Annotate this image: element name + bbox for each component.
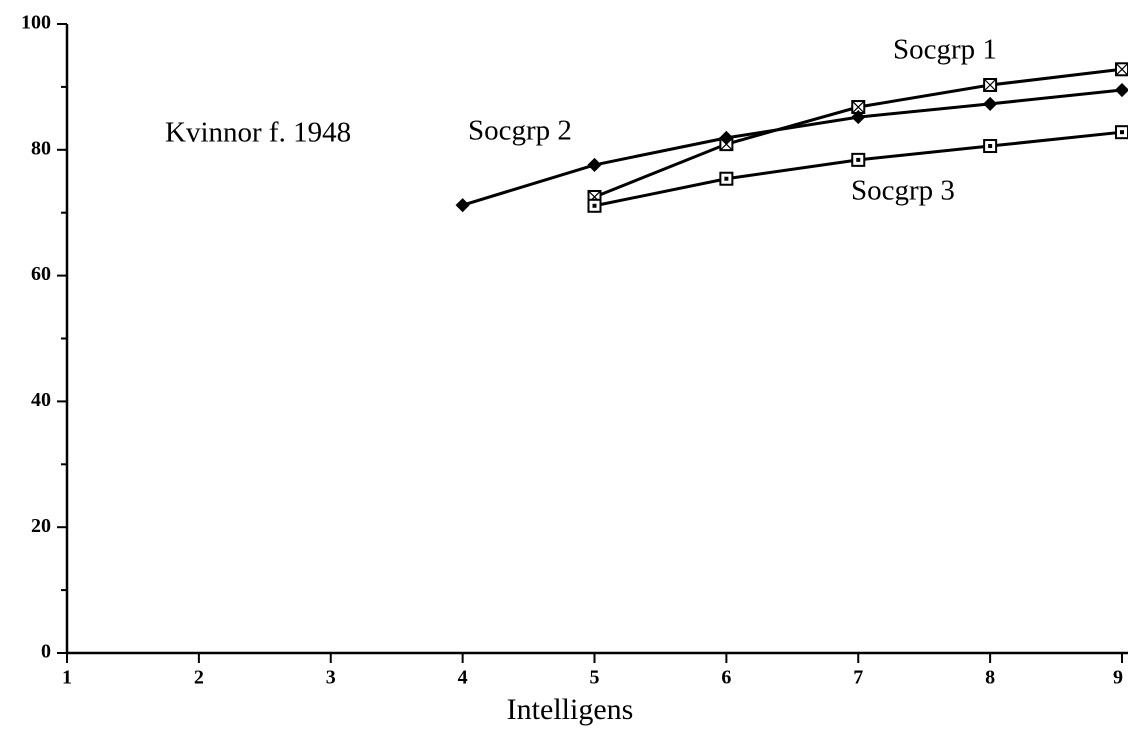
marker-inner [983,78,997,92]
x-tick-label: 1 [62,667,72,689]
marker-inner [724,176,729,181]
y-tick-label: 20 [31,515,51,537]
series-label: Socgrp 1 [893,34,997,66]
marker-inner [592,203,597,208]
x-axis-title: Intelligens [507,693,634,726]
x-tick-label: 4 [458,667,468,689]
series-label: Socgrp 2 [468,115,572,147]
series-label: Socgrp 3 [851,175,955,207]
marker-inner [851,100,865,114]
x-tick-label: 7 [853,667,863,689]
y-tick-label: 60 [31,263,51,285]
annotation: Kvinnor f. 1948 [165,117,351,149]
marker [719,130,734,145]
series-line [462,88,1123,207]
marker-inner [856,157,861,162]
y-tick-label: 80 [31,137,51,159]
marker [587,157,602,172]
marker [455,198,470,213]
marker-inner [988,144,993,149]
y-tick-label: 100 [21,12,51,34]
x-tick-label: 3 [326,667,336,689]
x-tick-label: 2 [194,667,204,689]
x-tick-label: 8 [985,667,995,689]
marker-inner [1115,62,1128,76]
x-tick-label: 6 [721,667,731,689]
x-tick-label: 9 [1113,667,1123,689]
y-tick-label: 40 [31,389,51,411]
y-tick-label: 0 [41,641,51,663]
marker [983,96,998,111]
x-tick-label: 5 [590,667,600,689]
marker [1114,82,1128,98]
marker-inner [1120,130,1124,135]
marker [851,110,866,125]
